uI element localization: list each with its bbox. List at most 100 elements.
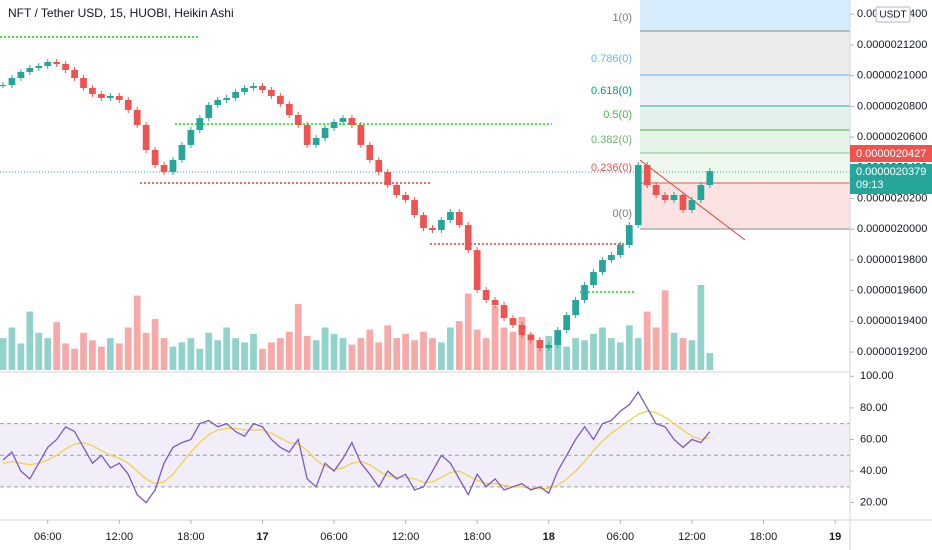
volume-bar: [464, 293, 472, 370]
volume-bar: [232, 338, 239, 370]
volume-bar: [670, 332, 678, 370]
volume-bar: [536, 340, 544, 370]
candle: [429, 227, 436, 230]
volume-bar: [545, 336, 553, 370]
fib-band: [640, 106, 850, 130]
volume-bar: [402, 333, 409, 370]
volume-bar: [697, 285, 705, 370]
candle: [62, 64, 69, 71]
volume-bar: [151, 319, 159, 370]
volume-bar: [35, 332, 43, 370]
candle: [214, 99, 222, 106]
volume-bar: [339, 338, 347, 370]
volume-bar: [62, 343, 69, 370]
candle: [572, 299, 579, 316]
volume-bar: [26, 311, 34, 370]
candle: [616, 245, 624, 256]
x-tick-label: 12:00: [392, 531, 420, 543]
rsi-ma-line: [2, 410, 710, 490]
volume-bar: [634, 338, 642, 370]
candle: [608, 255, 615, 261]
x-tick-label: 06:00: [320, 531, 348, 543]
currency[interactable]: USDT: [879, 10, 906, 21]
volume-bar: [17, 343, 25, 370]
fib-band: [640, 31, 850, 75]
volume-bar: [554, 342, 562, 370]
volume-bar: [187, 338, 195, 370]
volume-bar: [527, 333, 535, 370]
volume-bar: [616, 342, 624, 370]
volume-bar: [330, 333, 338, 370]
candle: [223, 97, 231, 100]
volume-bar: [89, 340, 96, 370]
x-tick-label: 19: [829, 531, 841, 543]
volume-bar: [599, 327, 606, 370]
candle: [438, 220, 445, 230]
candle: [670, 194, 678, 201]
candle: [89, 87, 96, 94]
volume-bar: [321, 327, 329, 370]
volume-bar: [679, 338, 687, 370]
volume-bar: [688, 340, 696, 370]
volume-bar: [0, 338, 7, 370]
candle: [124, 99, 132, 110]
candle: [241, 87, 248, 92]
x-tick-label: 18: [543, 531, 555, 543]
rsi-line: [2, 390, 711, 504]
candle: [393, 185, 401, 195]
y-tick-label: 0.0000020000: [857, 223, 927, 235]
candle: [375, 159, 383, 172]
fib-band: [640, 0, 850, 31]
volume-bar: [223, 327, 231, 370]
candle: [625, 225, 633, 246]
volume-bar: [375, 342, 383, 370]
fib-retracement: 1(0) 0.786(0) 0.618(0) 0.5(0) 0.382(0) 0.236(…: [591, 0, 850, 230]
volume-bar: [455, 321, 463, 370]
volume-bar: [393, 338, 401, 370]
candle: [169, 159, 177, 172]
volume-bar: [366, 329, 374, 370]
candle: [500, 305, 508, 319]
volume-bar: [8, 327, 16, 370]
candle: [268, 89, 275, 96]
candle: [402, 194, 409, 201]
volume-bar: [581, 340, 588, 370]
candle: [339, 118, 347, 123]
fib-label: 1(0): [612, 12, 632, 24]
candle: [53, 62, 61, 65]
volume-bar: [71, 348, 78, 370]
volume-bar: [303, 336, 311, 370]
candle: [554, 330, 562, 345]
candle: [71, 70, 78, 78]
volume-bar: [250, 333, 257, 370]
y-tick-label: 20.00: [860, 497, 888, 509]
x-tick-label: 17: [256, 531, 268, 543]
candle: [0, 85, 7, 87]
y-tick-label: 0.0000020600: [857, 131, 927, 143]
candle: [187, 130, 195, 145]
volume-bar: [312, 340, 320, 370]
x-tick-label: 18:00: [177, 531, 205, 543]
fib-label: 0.236(0): [591, 162, 632, 174]
candle: [232, 91, 239, 98]
currency-box[interactable]: [875, 6, 911, 23]
candle: [455, 212, 463, 226]
candle: [706, 171, 714, 185]
chart-title: NFT / Tether USD, 15, HUOBI, Heikin Ashi: [8, 6, 234, 20]
volume-bar: [500, 327, 508, 370]
volume-bar: [661, 290, 669, 370]
price-badge: [850, 164, 932, 194]
price-badge-text: 0.0000020379: [856, 166, 926, 178]
candle: [303, 124, 311, 145]
x-tick-label: 12:00: [678, 531, 706, 543]
volume-bar: [98, 346, 105, 370]
candle: [652, 185, 660, 195]
candle: [518, 325, 526, 335]
candle: [151, 149, 159, 166]
y-tick-label: 0.0000019800: [857, 254, 927, 266]
volume-bar: [608, 338, 615, 370]
price-badge-text: 0.0000020427: [856, 148, 926, 160]
candle: [563, 315, 571, 331]
candle: [285, 103, 293, 115]
candle: [509, 318, 517, 326]
